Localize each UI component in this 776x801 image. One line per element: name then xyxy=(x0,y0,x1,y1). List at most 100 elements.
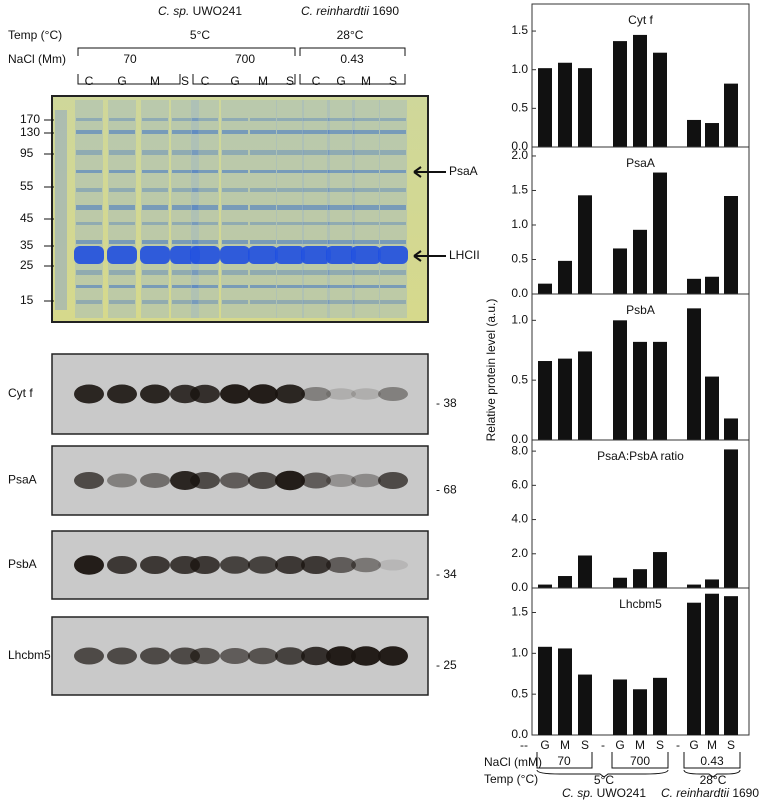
gel-band xyxy=(277,270,303,275)
gel-band xyxy=(172,222,198,225)
gel-band xyxy=(378,246,408,264)
gel-band xyxy=(172,205,198,210)
gel-band xyxy=(192,270,218,275)
gel-band xyxy=(250,150,276,155)
blot-band xyxy=(74,472,104,489)
blots xyxy=(51,353,429,696)
arrow-label: PsaA xyxy=(449,164,478,178)
species-2: C. reinhardtii 1690 xyxy=(661,786,759,800)
chart-title: PsaA xyxy=(626,156,655,170)
gel-band xyxy=(303,300,329,304)
temp-value: 28°C xyxy=(700,773,727,787)
chart-title: PsbA xyxy=(626,303,655,317)
y-tick-label: 0.5 xyxy=(511,372,528,386)
blot-band xyxy=(275,470,305,491)
gel-band xyxy=(380,300,406,304)
gel-band xyxy=(222,222,248,225)
gel-band xyxy=(326,246,356,264)
gel-band xyxy=(277,240,303,244)
gel-lanes xyxy=(55,100,408,318)
marker-label: 25 xyxy=(20,258,34,272)
gel-band xyxy=(172,270,198,275)
blot-size: - 38 xyxy=(436,396,457,410)
gel-band xyxy=(222,130,248,134)
gel-band xyxy=(250,188,276,192)
gel-band xyxy=(142,118,168,121)
gel-band xyxy=(109,150,135,155)
y-axis-label: Relative protein level (a.u.) xyxy=(484,299,498,442)
gel-band xyxy=(250,300,276,304)
bar xyxy=(705,593,719,735)
bar xyxy=(558,358,572,440)
lane-label: G xyxy=(336,74,345,88)
arrow-label: LHCII xyxy=(449,248,480,262)
gel-band xyxy=(250,130,276,134)
lane-label: S xyxy=(181,74,189,88)
gel-band xyxy=(222,300,248,304)
x-tick-label: M xyxy=(560,738,570,752)
gel-band xyxy=(172,118,198,121)
gel-band xyxy=(76,188,102,192)
y-tick-label: 0.0 xyxy=(511,286,528,300)
x-tick-label: -- xyxy=(520,738,528,752)
gel-band xyxy=(142,285,168,288)
gel-band xyxy=(192,285,218,288)
marker-label: 170 xyxy=(20,112,40,126)
gel-band xyxy=(353,270,379,275)
gel-band xyxy=(380,150,406,155)
blot-label: PsbA xyxy=(8,557,37,571)
gel-band xyxy=(380,240,406,244)
blot-band xyxy=(107,473,137,488)
lane-label: S xyxy=(389,74,397,88)
blot-band xyxy=(107,384,137,404)
gel-band xyxy=(328,285,354,288)
gel-band xyxy=(380,270,406,275)
gel-band xyxy=(328,240,354,244)
gel-band xyxy=(303,188,329,192)
y-tick-label: 1.0 xyxy=(511,646,528,660)
lane-label: M xyxy=(150,74,160,88)
species-2: C. reinhardtii 1690 xyxy=(301,4,399,18)
blot-band xyxy=(326,388,356,400)
gel-band xyxy=(380,188,406,192)
gel-band xyxy=(172,300,198,304)
blot-band xyxy=(301,387,331,401)
gel-band xyxy=(353,188,379,192)
bar xyxy=(613,248,627,294)
gel-band xyxy=(222,240,248,244)
nacl-value: 700 xyxy=(630,754,650,768)
y-tick-label: 0.5 xyxy=(511,252,528,266)
bar xyxy=(724,196,738,294)
gel-band xyxy=(109,240,135,244)
gel-band xyxy=(222,170,248,173)
bar xyxy=(538,584,552,588)
lane-label: G xyxy=(230,74,239,88)
bar xyxy=(705,123,719,147)
gel-band xyxy=(142,240,168,244)
lane-label: C xyxy=(201,74,210,88)
lane-label: M xyxy=(361,74,371,88)
bracket xyxy=(77,47,406,56)
blot-band xyxy=(351,473,381,488)
bar xyxy=(538,361,552,440)
species-1: C. sp. UWO241 xyxy=(158,4,242,18)
blot-band xyxy=(275,384,305,404)
bar xyxy=(633,569,647,588)
x-tick-label: S xyxy=(581,738,589,752)
gel-band xyxy=(142,270,168,275)
gel-band xyxy=(380,118,406,121)
gel-band xyxy=(222,188,248,192)
bar xyxy=(633,689,647,735)
gel-band xyxy=(109,118,135,121)
gel-band xyxy=(76,285,102,288)
bar xyxy=(705,276,719,294)
gel-band xyxy=(353,205,379,210)
gel-band xyxy=(380,170,406,173)
gel-band xyxy=(192,205,218,210)
gel-band xyxy=(109,222,135,225)
nacl-label: NaCl (Mm) xyxy=(8,52,66,66)
gel-band xyxy=(351,246,381,264)
gel-band xyxy=(192,170,218,173)
x-tick-label: - xyxy=(601,738,605,752)
